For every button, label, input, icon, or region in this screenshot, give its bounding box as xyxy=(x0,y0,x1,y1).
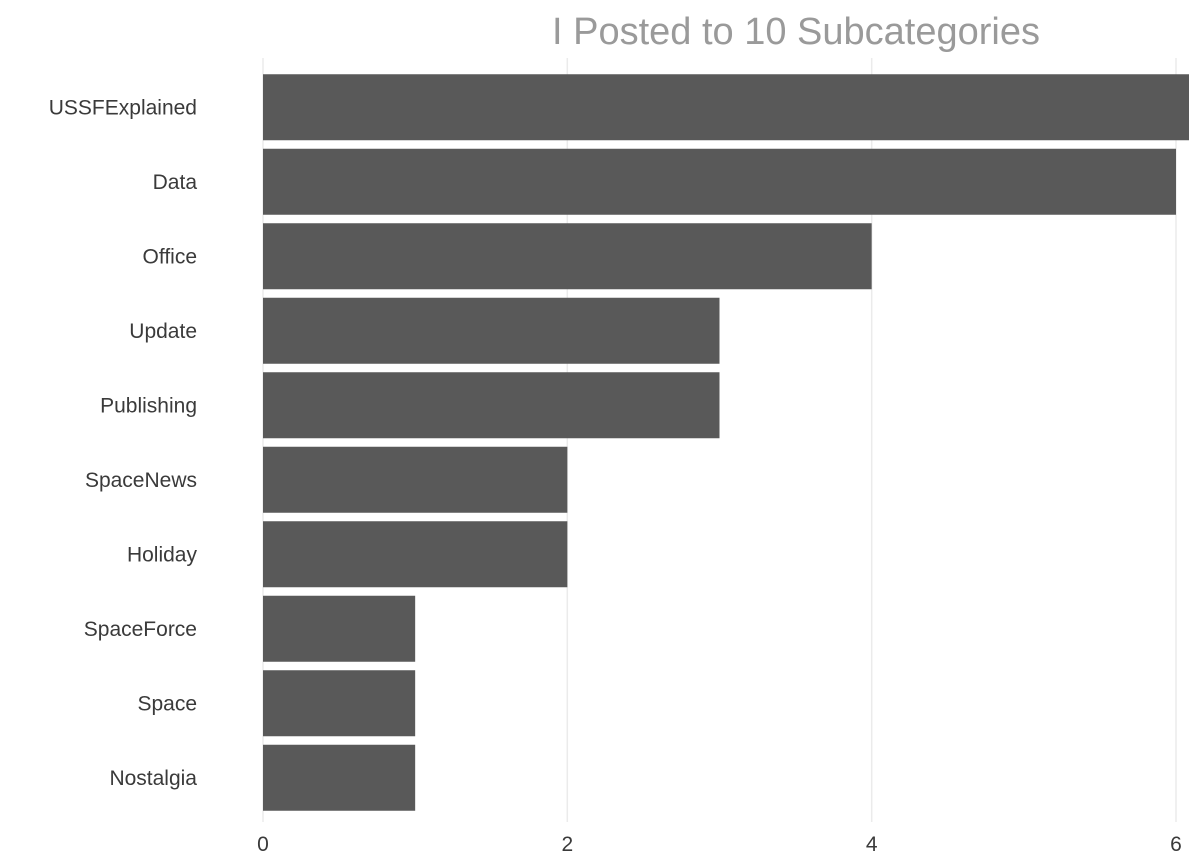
category-label: Space xyxy=(137,692,197,715)
x-tick-label: 4 xyxy=(866,833,878,856)
category-label: SpaceForce xyxy=(84,618,197,641)
bars xyxy=(263,74,1189,811)
bar-update xyxy=(263,297,720,364)
x-axis-tick-labels: 0 2 4 6 xyxy=(257,833,1182,856)
x-tick-label: 0 xyxy=(257,833,269,856)
category-label: Office xyxy=(143,245,197,268)
bar-space xyxy=(263,670,416,737)
category-label: SpaceNews xyxy=(85,469,197,492)
chart-title: I Posted to 10 Subcategories xyxy=(552,11,1040,53)
category-label: USSFExplained xyxy=(49,96,197,119)
bar-office xyxy=(263,223,872,290)
x-tick-label: 6 xyxy=(1170,833,1182,856)
x-tick-label: 2 xyxy=(561,833,573,856)
category-label: Holiday xyxy=(127,543,198,566)
category-label: Nostalgia xyxy=(109,767,197,790)
category-label: Update xyxy=(129,320,197,343)
bar-ussfexplained xyxy=(263,74,1189,141)
category-label: Data xyxy=(153,171,198,194)
bar-data xyxy=(263,148,1176,215)
bar-spaceforce xyxy=(263,595,416,662)
category-labels: USSFExplained Data Office Update Publishing S… xyxy=(49,96,198,790)
bar-nostalgia xyxy=(263,744,416,811)
bar-spacenews xyxy=(263,446,568,513)
category-label: Publishing xyxy=(100,394,197,417)
bar-publishing xyxy=(263,372,720,439)
bar-holiday xyxy=(263,521,568,588)
